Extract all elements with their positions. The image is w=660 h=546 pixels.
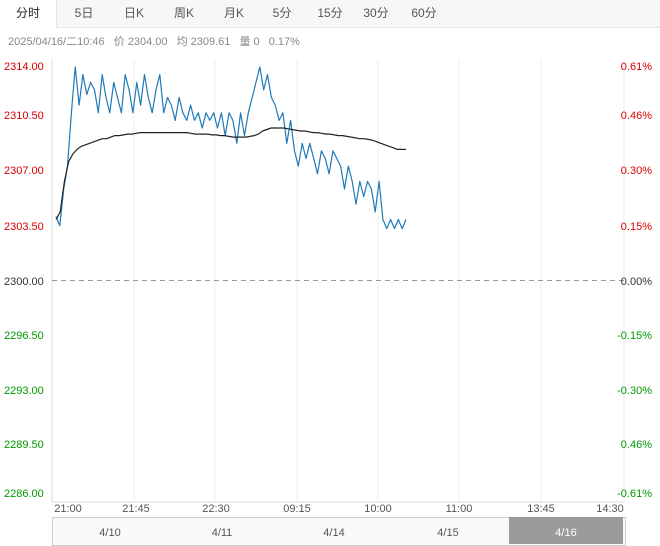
tab-5-min[interactable]: 5分 <box>272 6 292 20</box>
average-price-line <box>55 127 406 220</box>
quote-average: 均 2309.61 <box>176 36 231 48</box>
x-tick-label: 09:15 <box>283 503 311 515</box>
navigator-date-label: 4/11 <box>211 527 233 539</box>
navigator-selection[interactable] <box>509 517 623 544</box>
pct-tick-label: 0.61% <box>620 61 652 73</box>
navigator-date-label-selected: 4/16 <box>555 527 577 539</box>
quote-price: 价 2304.00 <box>113 36 168 48</box>
x-tick-label: 10:00 <box>364 503 392 515</box>
tab-intraday[interactable]: 分时 <box>0 0 57 28</box>
tab-5-day[interactable]: 5日 <box>74 6 94 20</box>
pct-tick-label: 0.00% <box>620 276 652 288</box>
tab-60-min[interactable]: 60分 <box>411 6 437 20</box>
quote-info-bar: 2025/04/16/二10:46 价 2304.00 均 2309.61 量 … <box>8 33 306 49</box>
y-tick-label: 2310.50 <box>4 110 44 122</box>
y-tick-label: 2289.50 <box>4 439 44 451</box>
x-tick-label: 21:00 <box>54 503 82 515</box>
pct-tick-label: -0.30% <box>617 385 652 397</box>
pct-tick-label: 0.46% <box>620 110 652 122</box>
price-line <box>55 66 407 230</box>
navigator-date-label: 4/15 <box>437 527 459 539</box>
pct-tick-label: 0.30% <box>620 165 652 177</box>
x-tick-label: 14:30 <box>596 503 624 515</box>
tab-30-min[interactable]: 30分 <box>363 6 389 20</box>
tab-monthly-k[interactable]: 月K <box>223 6 244 20</box>
quote-datetime: 2025/04/16/二10:46 <box>8 36 105 48</box>
y-tick-label: 2307.00 <box>4 165 44 177</box>
x-tick-label: 21:45 <box>122 503 150 515</box>
pct-tick-label: -0.15% <box>617 330 652 342</box>
pct-tick-label: -0.61% <box>617 488 652 500</box>
y-tick-label: 2314.00 <box>4 61 44 73</box>
navigator-date-label: 4/10 <box>99 527 121 539</box>
navigator-date-label: 4/14 <box>323 527 345 539</box>
tab-15-min[interactable]: 15分 <box>317 6 343 20</box>
period-tab-bar: 分时 5日 日K 周K 月K 5分 15分 30分 60分 <box>0 0 660 28</box>
pct-tick-label: 0.46% <box>620 439 652 451</box>
tab-daily-k[interactable]: 日K <box>123 6 144 20</box>
x-tick-label: 22:30 <box>202 503 230 515</box>
y-tick-label: 2303.50 <box>4 221 44 233</box>
x-tick-label: 11:00 <box>445 503 473 515</box>
x-tick-label: 13:45 <box>527 503 555 515</box>
pct-tick-label: 0.15% <box>620 221 652 233</box>
y-tick-label: 2286.00 <box>4 488 44 500</box>
tab-weekly-k[interactable]: 周K <box>173 6 194 20</box>
y-tick-label: 2296.50 <box>4 330 44 342</box>
y-tick-label: 2300.00 <box>4 276 44 288</box>
quote-change: 0.17% <box>268 36 300 48</box>
y-tick-label: 2293.00 <box>4 385 44 397</box>
quote-volume: 量 0 <box>239 36 260 48</box>
